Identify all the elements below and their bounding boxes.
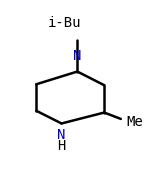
Text: H: H	[57, 139, 66, 153]
Text: N: N	[57, 128, 66, 142]
Text: i-Bu: i-Bu	[48, 16, 81, 30]
Text: N: N	[73, 49, 81, 63]
Text: Me: Me	[126, 115, 143, 129]
